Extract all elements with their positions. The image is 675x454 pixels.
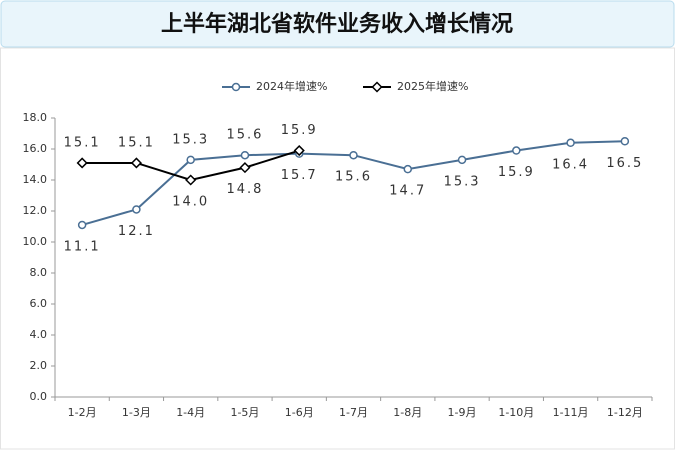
x-tick-label: 1-4月 bbox=[176, 406, 205, 419]
legend-label: 2024年增速% bbox=[256, 79, 327, 93]
data-label: 15.1 bbox=[118, 135, 155, 150]
data-label: 11.1 bbox=[64, 239, 101, 254]
point bbox=[132, 205, 141, 214]
point bbox=[293, 144, 305, 157]
point bbox=[403, 164, 413, 174]
data-label: 15.9 bbox=[281, 123, 318, 138]
chart-frame bbox=[0, 47, 675, 450]
point bbox=[457, 155, 467, 165]
x-tick-label: 1-6月 bbox=[285, 406, 314, 419]
x-tick-label: 1-10月 bbox=[498, 406, 534, 419]
point bbox=[130, 157, 142, 169]
x-tick-label: 1-7月 bbox=[339, 406, 368, 419]
data-label: 12.1 bbox=[118, 224, 155, 239]
y-tick-label: 2.0 bbox=[30, 359, 48, 372]
data-label: 14.8 bbox=[226, 182, 263, 197]
point bbox=[76, 157, 88, 169]
y-tick-label: 8.0 bbox=[30, 266, 48, 279]
x-tick-label: 1-11月 bbox=[553, 406, 589, 419]
y-tick-label: 12.0 bbox=[23, 204, 48, 217]
point bbox=[77, 220, 87, 230]
x-tick-label: 1-12月 bbox=[607, 406, 643, 419]
y-tick-label: 6.0 bbox=[30, 297, 48, 310]
point bbox=[620, 137, 630, 146]
y-tick-label: 14.0 bbox=[23, 173, 48, 186]
point bbox=[566, 138, 575, 148]
x-tick-label: 1-9月 bbox=[448, 406, 477, 419]
point bbox=[349, 150, 358, 160]
y-tick-label: 10.0 bbox=[23, 235, 48, 248]
data-label: 15.1 bbox=[64, 135, 101, 150]
legend-marker bbox=[371, 81, 383, 93]
x-tick-label: 1-5月 bbox=[230, 406, 259, 419]
data-label: 15.6 bbox=[226, 128, 263, 143]
data-label: 15.3 bbox=[172, 132, 209, 147]
y-tick-label: 4.0 bbox=[30, 328, 48, 341]
point bbox=[239, 162, 251, 174]
point bbox=[512, 146, 521, 155]
title-box bbox=[0, 0, 675, 48]
data-label: 16.5 bbox=[606, 156, 643, 171]
data-label: 15.9 bbox=[498, 165, 535, 180]
y-tick-label: 0.0 bbox=[30, 390, 48, 403]
chart-title: 上半年湖北省软件业务收入增长情况 bbox=[161, 11, 513, 37]
y-tick-label: 18.0 bbox=[23, 111, 48, 124]
legend-marker bbox=[231, 82, 241, 92]
data-label: 14.7 bbox=[389, 184, 426, 199]
data-label: 14.0 bbox=[172, 195, 209, 210]
data-label: 15.3 bbox=[444, 174, 481, 189]
x-tick-label: 1-8月 bbox=[393, 406, 422, 419]
point bbox=[185, 174, 197, 186]
point bbox=[240, 150, 250, 160]
point bbox=[186, 155, 195, 165]
data-label: 15.6 bbox=[335, 170, 372, 185]
legend-label: 2025年增速% bbox=[397, 79, 468, 93]
data-label: 16.4 bbox=[552, 157, 589, 172]
x-tick-label: 1-2月 bbox=[68, 406, 97, 419]
data-label: 15.7 bbox=[281, 168, 318, 183]
x-tick-label: 1-3月 bbox=[122, 406, 151, 419]
y-tick-label: 16.0 bbox=[23, 142, 48, 155]
